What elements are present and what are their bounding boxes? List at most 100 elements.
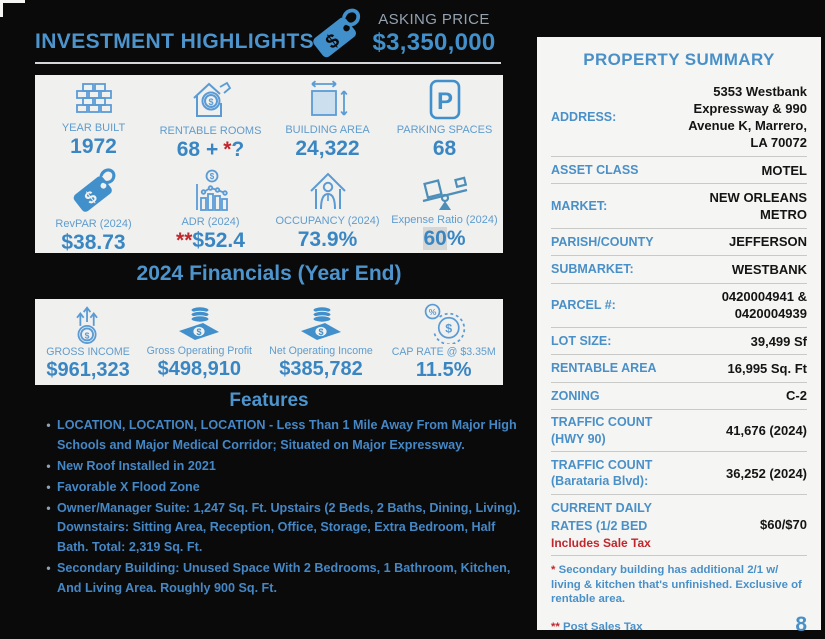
- bullet-dot: •: [46, 561, 51, 576]
- asking-price-label: ASKING PRICE: [378, 11, 490, 28]
- stat-value: 11.5%: [415, 359, 472, 381]
- stat-expense-ratio: Expense Ratio (2024) 60%: [386, 164, 503, 257]
- stat-value: $498,910: [157, 358, 242, 380]
- header-divider: [35, 62, 501, 64]
- stat-label: YEAR BUILT: [61, 122, 126, 134]
- seesaw-icon: [418, 170, 472, 212]
- row-label: RENTABLE AREA: [551, 361, 657, 376]
- brick-wall-icon: [71, 80, 117, 120]
- row-value: 36,252 (2024): [726, 465, 807, 481]
- stat-value: $961,323: [46, 359, 130, 381]
- stat-label: ADR (2024): [181, 216, 240, 228]
- row-value: 39,499 Sf: [750, 333, 807, 349]
- parking-sign-icon: P: [423, 78, 467, 122]
- table-row-lot-size: LOT SIZE: 39,499 Sf: [551, 328, 807, 356]
- dollar-glyph: $: [445, 322, 452, 336]
- row-label: ADDRESS:: [551, 109, 617, 124]
- stat-building-area: BUILDING AREA 24,322: [269, 75, 386, 164]
- asking-price-block: ASKING PRICE $3,350,000: [366, 11, 502, 57]
- price-tag-icon: $: [308, 6, 364, 67]
- stat-cap-rate: % $ CAP RATE @ $3.35M 11.5%: [384, 299, 503, 385]
- stat-label: PARKING SPACES: [396, 124, 493, 136]
- bullet-dot: •: [46, 458, 51, 473]
- dollar-glyph: $: [209, 172, 214, 181]
- stat-value: $38.73: [61, 231, 126, 254]
- stat-occupancy: OCCUPANCY (2024) 73.9%: [269, 164, 386, 257]
- row-label: ZONING: [551, 388, 600, 403]
- list-item: • Owner/Manager Suite: 1,247 Sq. Ft. Ups…: [40, 499, 522, 559]
- stat-year-built: YEAR BUILT 1972: [35, 75, 152, 164]
- table-row-zoning: ZONING C-2: [551, 383, 807, 410]
- parking-glyph: P: [436, 88, 452, 115]
- asking-price-value: $3,350,000: [372, 29, 496, 56]
- row-value: WESTBANK: [731, 261, 807, 277]
- table-row-asset-class: ASSET CLASS MOTEL: [551, 157, 807, 185]
- stat-adr: $ ADR (2024) **$52.4: [152, 164, 269, 257]
- financials-panel: $ GROSS INCOME $961,323 $ Gross Operatin…: [35, 299, 503, 385]
- footnote-star: **: [551, 621, 560, 634]
- stat-label: Net Operating Income: [269, 345, 373, 357]
- stat-label: OCCUPANCY (2024): [275, 215, 380, 227]
- investment-highlights-panel: YEAR BUILT 1972 $ RENTABLE ROOMS 68 + *? …: [35, 75, 503, 254]
- stat-value: 24,322: [295, 137, 360, 160]
- row-value: NEW ORLEANS METRO: [709, 189, 808, 223]
- stat-value: 60%: [423, 227, 466, 250]
- list-item: • Favorable X Flood Zone: [40, 478, 522, 498]
- row-value: 0420004941 & 0420004939: [721, 289, 807, 322]
- house-person-icon: [305, 169, 351, 213]
- stat-gross-income: $ GROSS INCOME $961,323: [35, 299, 141, 385]
- row-value: JEFFERSON: [728, 234, 807, 250]
- dollar-glyph: $: [85, 330, 90, 340]
- property-summary-title: PROPERTY SUMMARY: [583, 50, 775, 69]
- stat-label: Expense Ratio (2024): [391, 214, 498, 226]
- price-tag-icon: $: [69, 166, 119, 216]
- arrows-up-coin-icon: $: [67, 302, 109, 344]
- table-row-parish-county: PARISH/COUNTY JEFFERSON: [551, 229, 807, 257]
- table-row-traffic-barataria: TRAFFIC COUNT (Barataria Blvd): 36,252 (…: [551, 452, 807, 495]
- row-label: TRAFFIC COUNT (HWY 90): [551, 415, 653, 446]
- stat-label: RENTABLE ROOMS: [159, 125, 262, 137]
- slide-corner-mark: [0, 0, 25, 17]
- feature-text: Owner/Manager Suite: 1,247 Sq. Ft. Upsta…: [57, 500, 521, 555]
- row-label: CURRENT DAILY RATES (1/2 BED: [551, 501, 652, 534]
- row-sublabel: Includes Sale Tax: [551, 536, 651, 551]
- money-stack-icon: $: [295, 303, 347, 343]
- stat-rentable-rooms: $ RENTABLE ROOMS 68 + *?: [152, 75, 269, 164]
- row-label: MARKET:: [551, 199, 608, 214]
- row-value: 41,676 (2024): [726, 423, 807, 439]
- bullet-dot: •: [46, 500, 51, 515]
- row-label: LOT SIZE:: [551, 334, 612, 349]
- table-row-daily-rates: CURRENT DAILY RATES (1/2 BED Includes Sa…: [551, 495, 807, 556]
- dollar-glyph: $: [197, 327, 202, 337]
- stat-value: 68: [432, 137, 457, 160]
- table-row-submarket: SUBMARKET: WESTBANK: [551, 256, 807, 284]
- percent-cycle-icon: % $: [421, 302, 467, 344]
- stat-value: $385,782: [279, 358, 363, 380]
- list-item: • New Roof Installed in 2021: [40, 457, 522, 477]
- feature-text: Secondary Building: Unused Space With 2 …: [57, 561, 511, 596]
- table-row-parcel: PARCEL #: 0420004941 & 0420004939: [551, 284, 807, 329]
- feature-text: Favorable X Flood Zone: [57, 479, 200, 494]
- money-stack-icon: $: [173, 303, 225, 343]
- row-value: C-2: [786, 388, 807, 404]
- stat-label: Gross Operating Profit: [146, 345, 252, 357]
- footnote-post-sales-tax: ** Post Sales Tax: [551, 621, 643, 634]
- row-value: 16,995 Sq. Ft: [727, 360, 807, 376]
- list-item: • Secondary Building: Unused Space With …: [40, 559, 522, 599]
- features-heading: Features: [229, 390, 309, 411]
- feature-text: LOCATION, LOCATION, LOCATION - Less Than…: [57, 418, 517, 452]
- table-row-market: MARKET: NEW ORLEANS METRO: [551, 184, 807, 229]
- property-summary-panel: PROPERTY SUMMARY ADDRESS: 5353 Westbank …: [537, 37, 821, 635]
- row-value: 5353 Westbank Expressway & 990 Avenue K,…: [688, 83, 807, 151]
- bullet-dot: •: [46, 479, 51, 494]
- stat-label: BUILDING AREA: [285, 124, 370, 136]
- footnote-star: *: [223, 138, 232, 161]
- house-dollar-icon: $: [187, 77, 235, 123]
- footnote-post-sales-tax-row: ** Post Sales Tax 8: [551, 614, 807, 635]
- stat-revpar: $ RevPAR (2024) $38.73: [35, 164, 152, 257]
- bar-chart-coin-icon: $: [188, 168, 234, 214]
- table-row-rentable-area: RENTABLE AREA 16,995 Sq. Ft: [551, 355, 807, 383]
- row-value: $60/$70: [760, 517, 807, 533]
- stat-value: 1972: [70, 135, 117, 158]
- stat-label: GROSS INCOME: [46, 346, 130, 358]
